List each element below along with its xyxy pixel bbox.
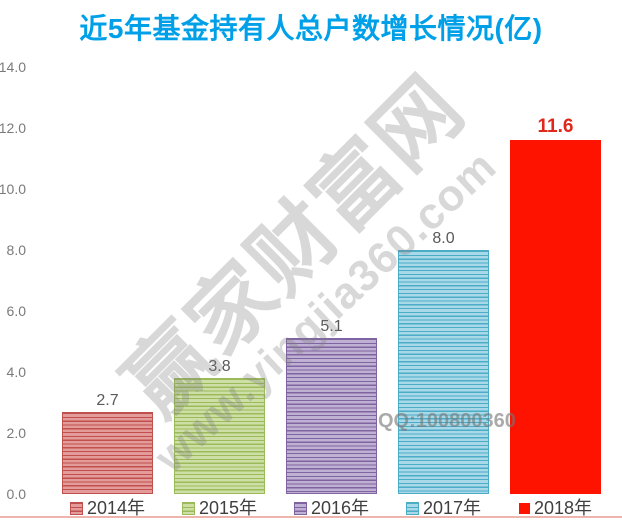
legend-label: 2018年 [534, 498, 593, 518]
bar-2015年 [174, 378, 265, 494]
bar-2018年 [510, 140, 601, 494]
legend-swatch-icon [182, 501, 195, 515]
legend-label: 2014年 [87, 498, 146, 518]
bar-value-label: 8.0 [432, 230, 455, 247]
bar-2017年 [398, 250, 489, 494]
legend-item-2014年: 2014年 [70, 498, 146, 518]
y-axis-tick-label: 0.0 [6, 486, 26, 502]
bar-value-label: 5.1 [320, 318, 343, 335]
y-axis-tick-label: 4.0 [6, 364, 26, 380]
legend-label: 2015年 [199, 498, 258, 518]
legend-label: 2017年 [423, 498, 482, 518]
y-axis-tick-label: 10.0 [0, 181, 26, 197]
legend-item-2018年: 2018年 [519, 498, 593, 518]
bar-value-label: 11.6 [537, 116, 574, 137]
legend-swatch-icon [294, 501, 307, 515]
legend-item-2015年: 2015年 [182, 498, 258, 518]
legend-swatch-icon [70, 501, 83, 515]
bar-2014年 [62, 412, 153, 494]
chart-title: 近5年基金持有人总户数增长情况(亿) [79, 13, 543, 44]
bar-value-label: 2.7 [96, 392, 119, 409]
bottom-border-line [0, 516, 622, 518]
legend-label: 2016年 [311, 498, 370, 518]
y-axis-tick-label: 12.0 [0, 120, 26, 136]
bar-value-label: 3.8 [208, 358, 231, 375]
y-axis-tick-label: 2.0 [6, 425, 26, 441]
legend-item-2016年: 2016年 [294, 498, 370, 518]
bar-2016年 [286, 338, 377, 494]
legend-swatch-icon [406, 501, 419, 515]
y-axis-tick-label: 6.0 [6, 303, 26, 319]
y-axis-tick-label: 8.0 [6, 242, 26, 258]
legend-swatch-icon [519, 502, 530, 514]
legend-item-2017年: 2017年 [406, 498, 482, 518]
y-axis-tick-label: 14.0 [0, 59, 26, 75]
